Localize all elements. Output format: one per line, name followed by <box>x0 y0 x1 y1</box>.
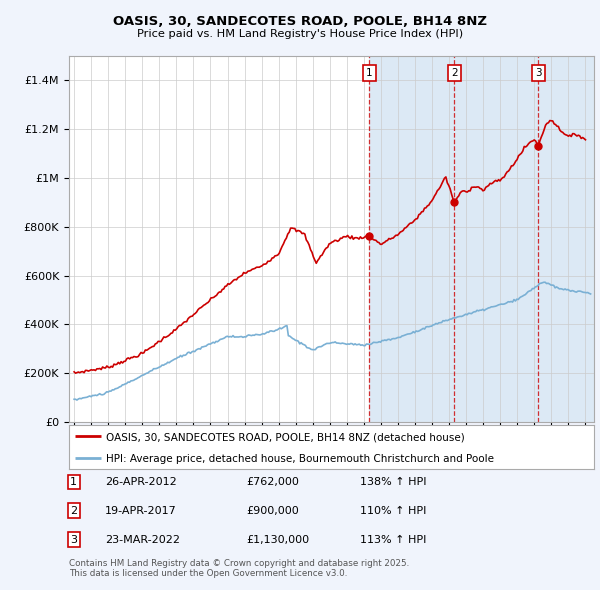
Text: 3: 3 <box>70 535 77 545</box>
Text: Price paid vs. HM Land Registry's House Price Index (HPI): Price paid vs. HM Land Registry's House … <box>137 29 463 39</box>
Text: 110% ↑ HPI: 110% ↑ HPI <box>360 506 427 516</box>
Text: 1: 1 <box>366 68 373 78</box>
Text: £900,000: £900,000 <box>246 506 299 516</box>
Text: OASIS, 30, SANDECOTES ROAD, POOLE, BH14 8NZ: OASIS, 30, SANDECOTES ROAD, POOLE, BH14 … <box>113 15 487 28</box>
Text: 138% ↑ HPI: 138% ↑ HPI <box>360 477 427 487</box>
Text: £1,130,000: £1,130,000 <box>246 535 309 545</box>
Text: 2: 2 <box>451 68 458 78</box>
Text: £762,000: £762,000 <box>246 477 299 487</box>
Text: 23-MAR-2022: 23-MAR-2022 <box>105 535 180 545</box>
Text: 1: 1 <box>70 477 77 487</box>
Text: HPI: Average price, detached house, Bournemouth Christchurch and Poole: HPI: Average price, detached house, Bour… <box>106 454 494 464</box>
Text: 2: 2 <box>70 506 77 516</box>
Text: Contains HM Land Registry data © Crown copyright and database right 2025.: Contains HM Land Registry data © Crown c… <box>69 559 409 568</box>
Text: 113% ↑ HPI: 113% ↑ HPI <box>360 535 427 545</box>
Text: 19-APR-2017: 19-APR-2017 <box>105 506 177 516</box>
Bar <box>370 56 594 422</box>
Text: 26-APR-2012: 26-APR-2012 <box>105 477 177 487</box>
Text: OASIS, 30, SANDECOTES ROAD, POOLE, BH14 8NZ (detached house): OASIS, 30, SANDECOTES ROAD, POOLE, BH14 … <box>106 432 464 442</box>
Text: This data is licensed under the Open Government Licence v3.0.: This data is licensed under the Open Gov… <box>69 569 347 578</box>
Text: 3: 3 <box>535 68 542 78</box>
